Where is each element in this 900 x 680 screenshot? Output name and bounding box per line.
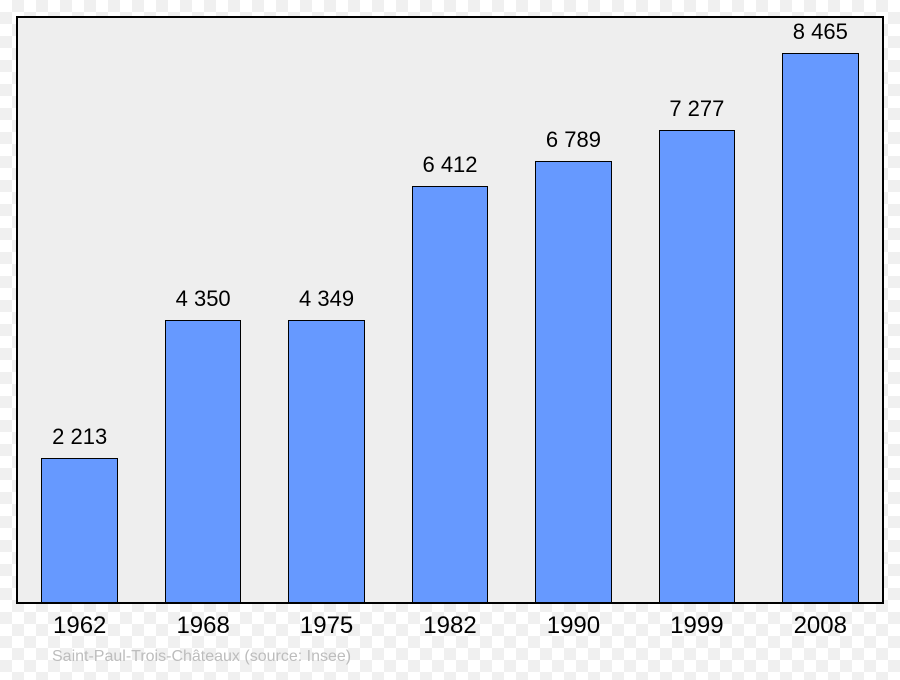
bar-value-label: 8 465 bbox=[760, 19, 880, 45]
bar bbox=[535, 161, 612, 602]
bar bbox=[782, 53, 859, 602]
bar-value-label: 2 213 bbox=[20, 424, 140, 450]
bar-value-label: 4 349 bbox=[267, 286, 387, 312]
x-axis-label: 2008 bbox=[794, 612, 847, 640]
x-axis-label: 1962 bbox=[53, 612, 106, 640]
bar-value-label: 6 412 bbox=[390, 152, 510, 178]
x-axis-label: 1968 bbox=[176, 612, 229, 640]
bar bbox=[659, 130, 736, 602]
bar-value-label: 6 789 bbox=[513, 127, 633, 153]
bar-value-label: 4 350 bbox=[143, 286, 263, 312]
x-axis-label: 1982 bbox=[423, 612, 476, 640]
caption: Saint-Paul-Trois-Châteaux (source: Insee… bbox=[52, 648, 351, 666]
canvas: 2 213 1962 4 350 1968 4 349 1975 6 412 1982 6 78… bbox=[0, 0, 900, 680]
bar bbox=[165, 320, 242, 602]
bar bbox=[41, 458, 118, 602]
bar-value-label: 7 277 bbox=[637, 96, 757, 122]
x-axis-label: 1999 bbox=[670, 612, 723, 640]
x-axis-label: 1975 bbox=[300, 612, 353, 640]
bar bbox=[412, 186, 489, 602]
x-axis-label: 1990 bbox=[547, 612, 600, 640]
bar bbox=[288, 320, 365, 602]
